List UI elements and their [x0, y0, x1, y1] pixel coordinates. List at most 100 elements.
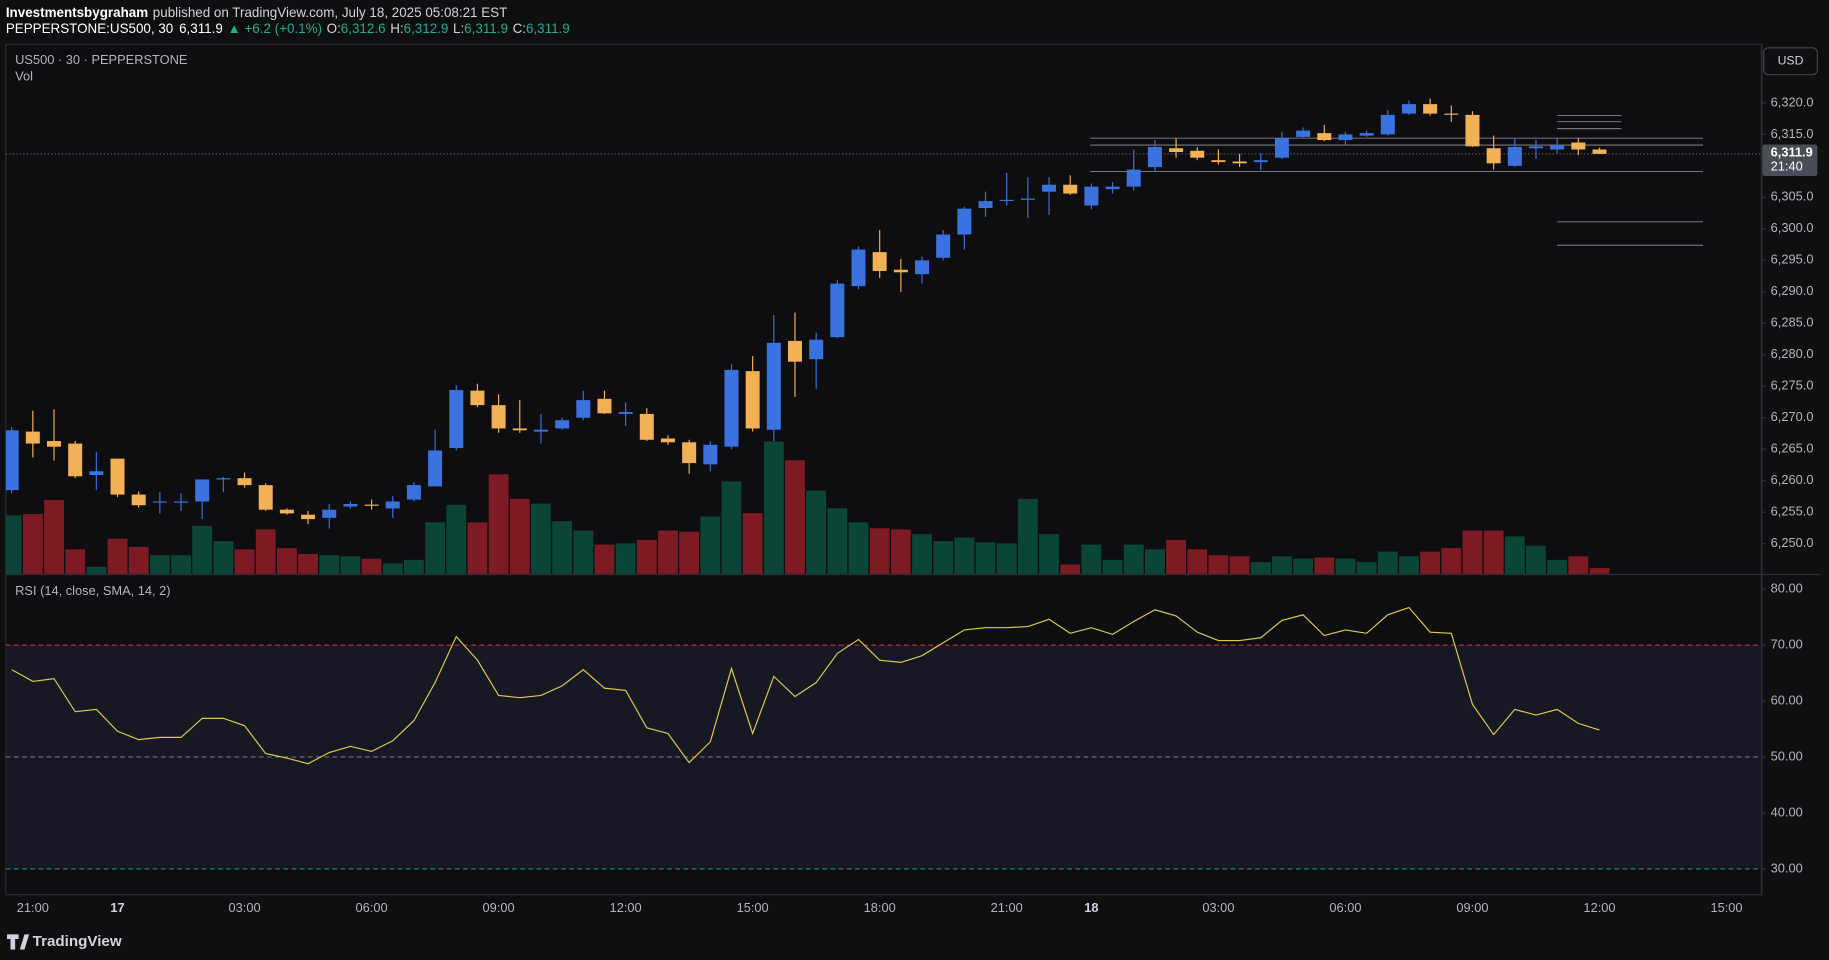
volume-bar — [573, 530, 594, 574]
volume-bar — [636, 539, 657, 574]
volume-bar — [679, 531, 700, 574]
volume-bar — [382, 563, 403, 574]
symbol-legend: PEPPERSTONE:US500, 30 6,311.9 ▲ +6.2 (+0.1… — [6, 21, 570, 36]
candle-body — [1550, 145, 1565, 150]
volume-bar — [1060, 564, 1081, 574]
candle-body — [279, 509, 294, 514]
volume-bar — [107, 538, 128, 574]
volume-bar — [742, 512, 763, 574]
candle-body — [703, 444, 718, 465]
currency-label[interactable]: USD — [1778, 53, 1804, 67]
rsi-tick-label: 70.00 — [1771, 636, 1803, 651]
candle-body — [766, 342, 781, 430]
candle-body — [428, 450, 443, 487]
volume-bar — [658, 530, 678, 574]
rsi-tick-label: 60.00 — [1771, 692, 1803, 707]
candle-body — [1253, 160, 1268, 163]
volume-bar — [1483, 530, 1504, 574]
candle-body — [893, 269, 908, 273]
candle-body — [978, 201, 993, 209]
volume-bar — [1017, 498, 1038, 574]
candle-body — [47, 441, 62, 447]
x-tick-label: 17 — [110, 900, 124, 915]
y-tick-label: 6,320.0 — [1771, 94, 1814, 109]
volume-bar — [255, 529, 276, 574]
header-line: Investmentsbygraham published on TradingV… — [6, 4, 507, 19]
volume-bar — [86, 566, 107, 574]
volume-bar — [1123, 544, 1144, 574]
rsi-tick-label: 30.00 — [1771, 860, 1803, 875]
candle-body — [406, 485, 421, 500]
volume-bar — [298, 553, 318, 574]
ohlc-key: C: — [513, 21, 526, 36]
rsi-tick-label: 80.00 — [1771, 580, 1803, 595]
volume-bar — [467, 522, 488, 574]
candle-body — [322, 509, 337, 518]
x-tick-label: 15:00 — [737, 900, 769, 915]
volume-bar — [340, 556, 361, 574]
volume-bar — [446, 504, 467, 574]
y-tick-label: 6,290.0 — [1771, 283, 1814, 298]
y-tick-label: 6,305.0 — [1771, 189, 1814, 204]
volume-bar — [1081, 544, 1102, 574]
candle-body — [89, 471, 104, 476]
volume-bar — [1314, 557, 1335, 574]
volume-bar — [700, 516, 721, 574]
candle-body — [1359, 133, 1374, 136]
candle-body — [745, 371, 760, 429]
currency-button[interactable] — [1763, 47, 1818, 76]
candle-body — [68, 443, 83, 477]
x-tick-label: 15:00 — [1710, 900, 1742, 915]
candle-body — [1486, 148, 1501, 164]
rsi-line — [11, 606, 1600, 765]
volume-bar — [552, 521, 573, 574]
volume-bar — [806, 490, 827, 574]
volume-bar — [1335, 558, 1356, 574]
candle-body — [533, 429, 548, 432]
candle-body — [1401, 104, 1416, 114]
volume-bar — [192, 525, 213, 574]
volume-bar — [933, 541, 954, 574]
volume-bar — [22, 514, 43, 574]
volume-bar — [44, 500, 64, 574]
candle-body — [660, 438, 675, 443]
volume-bar — [1187, 549, 1208, 574]
volume-bar — [1272, 556, 1292, 574]
price-tag-label: 6,311.9 — [1771, 145, 1813, 160]
y-tick-label: 6,275.0 — [1771, 378, 1814, 393]
volume-bar — [276, 548, 297, 574]
ohlc-key: H: — [390, 21, 403, 36]
brand: TradingView — [33, 933, 122, 950]
plot-area — [5, 98, 1762, 870]
volume-bar — [1377, 551, 1398, 574]
candle-body — [1274, 138, 1289, 158]
candle-body — [1042, 184, 1057, 192]
volume-bar — [763, 441, 784, 574]
ohlc-key: L: — [453, 21, 464, 36]
candle-body — [915, 260, 930, 275]
candle-body — [195, 479, 210, 502]
x-tick-label: 18 — [1084, 900, 1098, 915]
pane-title: US500 · 30 · PEPPERSTONE — [15, 52, 187, 67]
rsi-title: RSI (14, close, SMA, 14, 2) — [15, 583, 170, 598]
candle-body — [364, 504, 379, 506]
candle-body — [809, 339, 824, 360]
candle-body — [1296, 130, 1311, 137]
volume-bar — [848, 522, 869, 574]
candle-body — [1571, 142, 1586, 150]
candle-body — [1338, 134, 1353, 141]
volume-bar — [869, 528, 890, 574]
volume-bar — [5, 515, 22, 574]
candle-body — [5, 430, 19, 491]
volume-bar — [912, 534, 932, 574]
price-tag — [1762, 144, 1818, 177]
volume-bar — [319, 555, 340, 574]
candle-body — [1317, 133, 1332, 141]
y-tick-label: 6,270.0 — [1771, 409, 1814, 424]
candle-body — [618, 412, 633, 414]
candle-body — [1063, 184, 1078, 194]
symbol: PEPPERSTONE:US500, 30 — [6, 21, 173, 36]
ohlc-value: 6,311.9 — [526, 21, 570, 36]
change: ▲ +6.2 (+0.1%) — [227, 21, 321, 36]
